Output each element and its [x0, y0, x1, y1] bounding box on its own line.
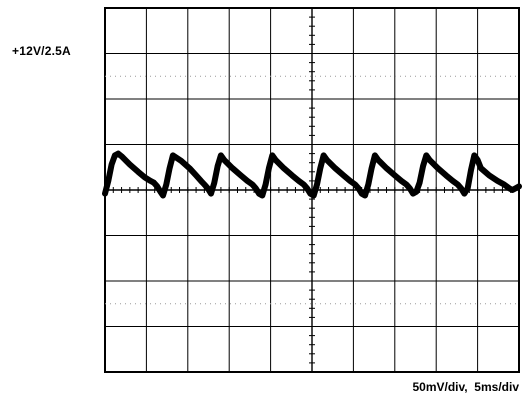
scale-label: 50mV/div, 5ms/div: [412, 380, 520, 394]
waveform-line: [102, 150, 522, 199]
waveform-trace: [102, 150, 522, 199]
channel-label: +12V/2.5A: [12, 44, 71, 58]
